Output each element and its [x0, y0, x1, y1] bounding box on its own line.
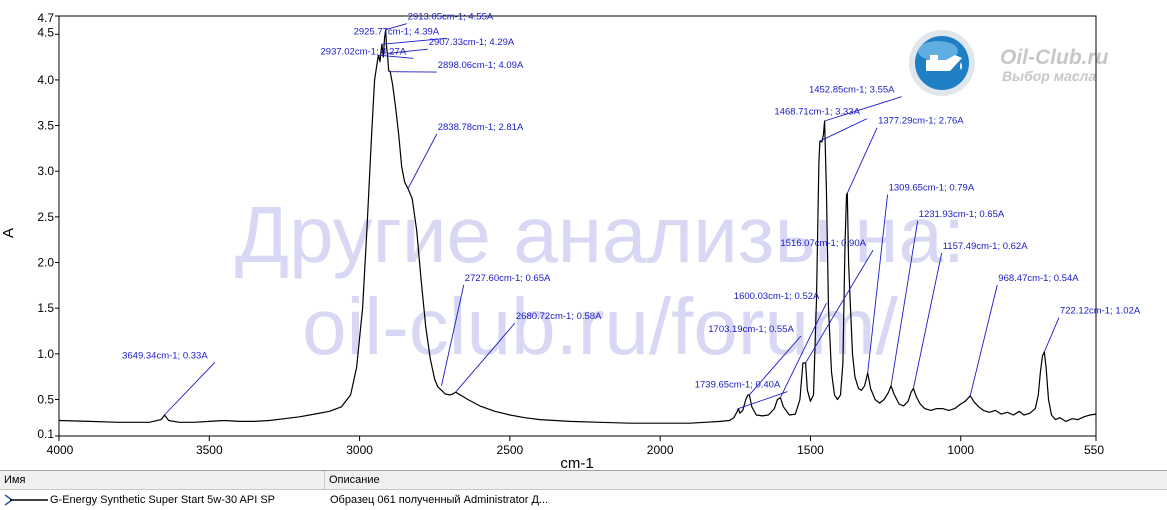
y-tick-label: 2.5 — [37, 210, 54, 224]
peak-label: 3649.34cm-1; 0.33A — [122, 350, 208, 361]
peak-label: 1739.65cm-1; 0.40A — [695, 380, 781, 391]
x-axis-title: cm-1 — [560, 455, 593, 470]
row-name-cell[interactable]: G-Energy Synthetic Super Start 5w-30 API… — [0, 490, 325, 510]
peak-label: 1309.65cm-1; 0.79A — [889, 182, 975, 193]
peak-label: 2898.06cm-1; 4.09A — [438, 60, 524, 71]
peak-label: 1516.07cm-1; 0.90A — [780, 238, 866, 249]
x-tick-label: 4000 — [47, 443, 74, 457]
x-tick-label: 3500 — [196, 443, 223, 457]
y-tick-label: 4.7 — [37, 11, 54, 25]
peak-annotation: 968.47cm-1; 0.54A — [970, 273, 1079, 396]
x-tick-label: 2500 — [497, 443, 524, 457]
watermark: Другие анализы на: oil-club.ru/forum/ — [235, 190, 965, 371]
x-tick-label: 1500 — [797, 443, 824, 457]
peak-annotation: 2907.33cm-1; 4.29A — [387, 37, 514, 53]
y-tick-label: 3.0 — [37, 164, 54, 178]
peak-leader-line — [408, 134, 437, 188]
peak-annotation: 2838.78cm-1; 2.81A — [408, 122, 524, 188]
logo-title: Oil-Club.ru — [1000, 46, 1109, 69]
peak-label: 1703.19cm-1; 0.55A — [708, 324, 794, 335]
x-tick-label: 1000 — [947, 443, 974, 457]
peak-leader-line — [164, 362, 214, 415]
legend-table: Имя Описание G-Energy Synthetic Super St… — [0, 470, 1167, 510]
peak-leader-line — [1044, 318, 1059, 352]
row-description: Образец 061 полученный Administrator Д..… — [325, 490, 1167, 510]
y-tick-label: 3.5 — [37, 119, 54, 133]
y-axis: 0.1 0.5 1.0 1.5 2.0 2.5 3.0 3.5 4.0 4.54.7 — [37, 11, 59, 441]
column-header-name[interactable]: Имя — [0, 471, 325, 489]
x-axis: 4000 3500 3000 2500 2000 1500 1000 550 — [47, 436, 1105, 457]
y-tick-label: 4.5 — [37, 25, 54, 39]
peak-annotation: 2937.02cm-1; 4.27A — [321, 46, 414, 58]
peak-label: 1231.93cm-1; 0.65A — [919, 209, 1005, 220]
peak-label: 1452.85cm-1; 3.55A — [809, 85, 895, 96]
peak-label: 1468.71cm-1; 3.33A — [774, 107, 860, 118]
y-tick-label: 0.5 — [37, 392, 54, 406]
peak-label: 2907.33cm-1; 4.29A — [429, 37, 515, 48]
peak-label: 2727.60cm-1; 0.65A — [465, 273, 551, 284]
series-swatch-icon — [2, 490, 50, 510]
x-tick-label: 3000 — [346, 443, 373, 457]
logo-subtitle: Выбор масла — [1002, 68, 1096, 84]
peak-label: 1157.49cm-1; 0.62A — [943, 241, 1029, 252]
y-tick-label: 2.0 — [37, 256, 54, 270]
legend-table-header: Имя Описание — [0, 471, 1167, 490]
y-tick-label: 1.0 — [37, 347, 54, 361]
table-row[interactable]: G-Energy Synthetic Super Start 5w-30 API… — [0, 490, 1167, 510]
peak-label: 722.12cm-1; 1.02A — [1060, 306, 1141, 317]
peak-label: 2680.72cm-1; 0.58A — [516, 311, 602, 322]
y-axis-title: A — [0, 228, 17, 238]
x-tick-label: 2000 — [647, 443, 674, 457]
y-tick-label: 0.1 — [37, 427, 54, 441]
watermark-line1: Другие анализы на: — [235, 190, 965, 279]
peak-annotation: 722.12cm-1; 1.02A — [1044, 306, 1141, 352]
peak-label: 1600.03cm-1; 0.52A — [734, 291, 820, 302]
peak-leader-line — [970, 285, 997, 396]
peak-leader-line — [847, 128, 877, 193]
column-header-description[interactable]: Описание — [325, 471, 1167, 489]
spectrum-chart: Другие анализы на: oil-club.ru/forum/ Oi… — [0, 0, 1167, 470]
y-tick-label: 4.0 — [37, 73, 54, 87]
peak-label: 2838.78cm-1; 2.81A — [438, 122, 524, 133]
peak-label: 2937.02cm-1; 4.27A — [321, 46, 407, 57]
peak-annotation: 1739.65cm-1; 0.40A — [695, 380, 788, 409]
peak-leader-line — [820, 119, 867, 141]
peak-label: 2925.77cm-1; 4.39A — [354, 26, 440, 37]
peak-annotation: 2898.06cm-1; 4.09A — [390, 60, 524, 72]
peak-label: 968.47cm-1; 0.54A — [998, 273, 1079, 284]
peak-annotation: 3649.34cm-1; 0.33A — [122, 350, 215, 415]
x-tick-label: 550 — [1084, 443, 1104, 457]
y-tick-label: 1.5 — [37, 301, 54, 315]
peak-annotation: 1468.71cm-1; 3.33A — [774, 107, 867, 141]
oil-club-logo: Oil-Club.ru Выбор масла — [909, 30, 1109, 96]
peak-label: 1377.29cm-1; 2.76A — [878, 116, 964, 127]
row-name: G-Energy Synthetic Super Start 5w-30 API… — [50, 494, 275, 506]
peak-label: 2913.05cm-1; 4.55A — [408, 12, 494, 23]
